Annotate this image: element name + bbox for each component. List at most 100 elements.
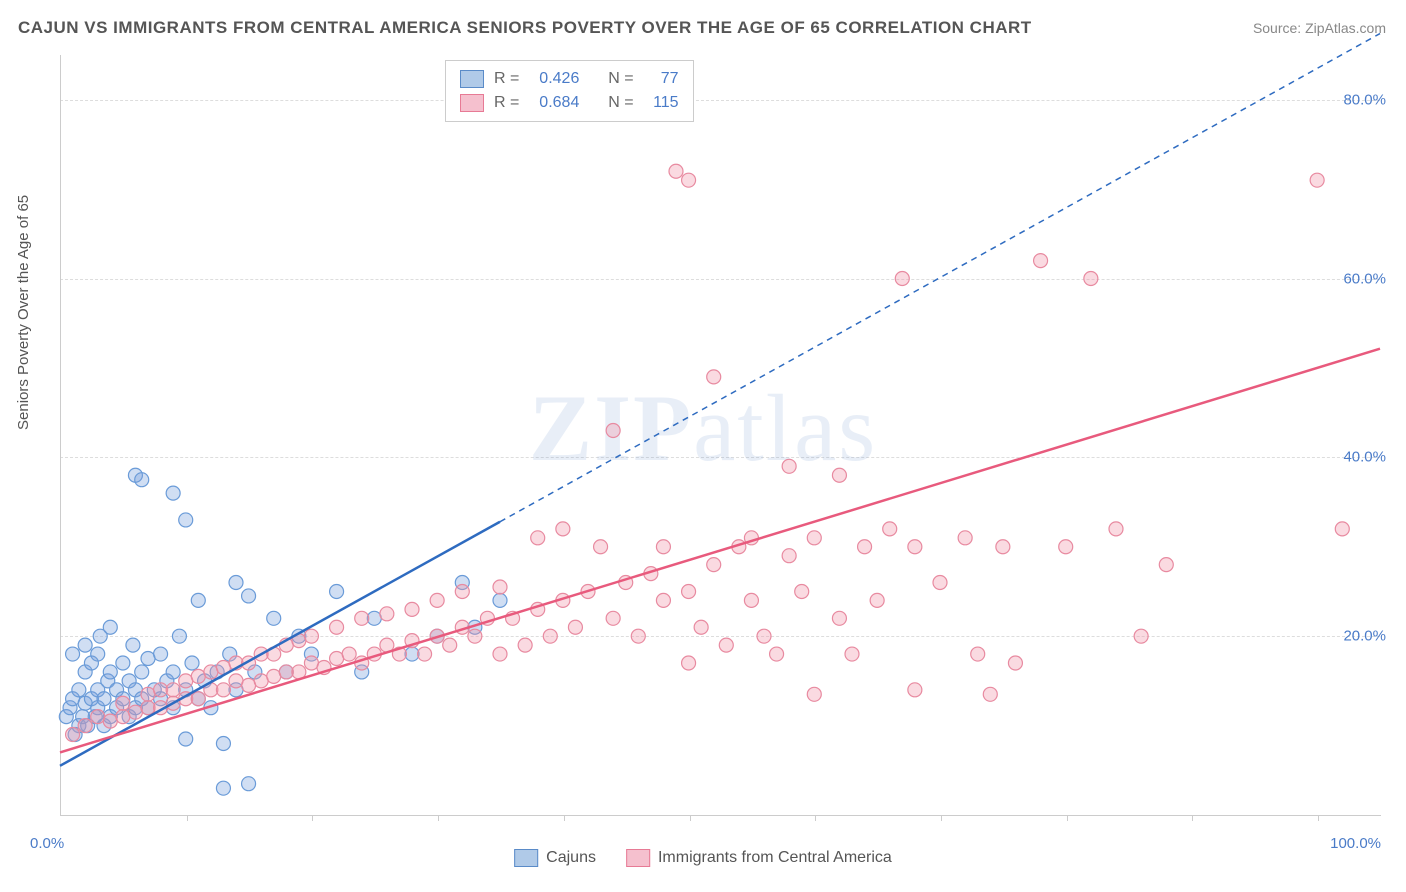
x-tick bbox=[1067, 815, 1068, 821]
data-point bbox=[795, 584, 809, 598]
data-point bbox=[103, 714, 117, 728]
data-point bbox=[126, 638, 140, 652]
data-point bbox=[606, 424, 620, 438]
legend-label: Cajuns bbox=[546, 849, 596, 867]
data-point bbox=[908, 683, 922, 697]
data-point bbox=[757, 629, 771, 643]
data-point bbox=[242, 678, 256, 692]
data-point bbox=[330, 584, 344, 598]
data-point bbox=[568, 620, 582, 634]
data-point bbox=[870, 593, 884, 607]
data-point bbox=[832, 468, 846, 482]
data-point bbox=[342, 647, 356, 661]
data-point bbox=[135, 473, 149, 487]
data-point bbox=[179, 732, 193, 746]
data-point bbox=[493, 593, 507, 607]
source-attribution: Source: ZipAtlas.com bbox=[1253, 20, 1386, 36]
data-point bbox=[543, 629, 557, 643]
data-point bbox=[355, 611, 369, 625]
data-point bbox=[531, 531, 545, 545]
data-point bbox=[229, 674, 243, 688]
data-point bbox=[518, 638, 532, 652]
data-point bbox=[267, 669, 281, 683]
chart-title: CAJUN VS IMMIGRANTS FROM CENTRAL AMERICA… bbox=[18, 18, 1032, 38]
data-point bbox=[229, 576, 243, 590]
data-point bbox=[707, 558, 721, 572]
x-tick bbox=[941, 815, 942, 821]
data-point bbox=[116, 656, 130, 670]
data-point bbox=[367, 611, 381, 625]
data-point bbox=[996, 540, 1010, 554]
data-point bbox=[1310, 173, 1324, 187]
data-point bbox=[191, 669, 205, 683]
data-point bbox=[418, 647, 432, 661]
data-point bbox=[631, 629, 645, 643]
data-point bbox=[656, 593, 670, 607]
data-point bbox=[908, 540, 922, 554]
data-point bbox=[694, 620, 708, 634]
data-point bbox=[166, 683, 180, 697]
data-point bbox=[330, 652, 344, 666]
legend-swatch bbox=[460, 70, 484, 88]
n-label: N = bbox=[608, 91, 633, 115]
data-point bbox=[166, 486, 180, 500]
data-point bbox=[1109, 522, 1123, 536]
data-point bbox=[669, 164, 683, 178]
data-point bbox=[179, 513, 193, 527]
data-point bbox=[267, 611, 281, 625]
data-point bbox=[72, 683, 86, 697]
data-point bbox=[468, 629, 482, 643]
data-point bbox=[380, 607, 394, 621]
data-point bbox=[135, 665, 149, 679]
r-label: R = bbox=[494, 91, 519, 115]
data-point bbox=[983, 687, 997, 701]
data-point bbox=[782, 549, 796, 563]
data-point bbox=[594, 540, 608, 554]
data-point bbox=[493, 580, 507, 594]
scatter-plot-svg bbox=[60, 55, 1380, 815]
data-point bbox=[493, 647, 507, 661]
data-point bbox=[128, 705, 142, 719]
data-point bbox=[430, 593, 444, 607]
data-point bbox=[455, 584, 469, 598]
data-point bbox=[1134, 629, 1148, 643]
data-point bbox=[304, 656, 318, 670]
data-point bbox=[1335, 522, 1349, 536]
series-legend: CajunsImmigrants from Central America bbox=[514, 849, 892, 867]
n-value: 115 bbox=[644, 91, 679, 115]
trend-line bbox=[60, 349, 1380, 753]
x-tick bbox=[564, 815, 565, 821]
data-point bbox=[770, 647, 784, 661]
r-value: 0.684 bbox=[529, 91, 579, 115]
x-tick bbox=[187, 815, 188, 821]
data-point bbox=[845, 647, 859, 661]
x-axis-max-label: 100.0% bbox=[1330, 835, 1381, 852]
data-point bbox=[78, 719, 92, 733]
data-point bbox=[405, 647, 419, 661]
data-point bbox=[254, 674, 268, 688]
legend-swatch bbox=[514, 849, 538, 867]
data-point bbox=[91, 647, 105, 661]
data-point bbox=[216, 683, 230, 697]
data-point bbox=[682, 656, 696, 670]
data-point bbox=[304, 629, 318, 643]
data-point bbox=[116, 696, 130, 710]
legend-swatch bbox=[460, 94, 484, 112]
r-value: 0.426 bbox=[529, 67, 579, 91]
data-point bbox=[443, 638, 457, 652]
data-point bbox=[1084, 272, 1098, 286]
data-point bbox=[606, 611, 620, 625]
correlation-legend-row: R = 0.684 N = 115 bbox=[460, 91, 679, 115]
data-point bbox=[191, 692, 205, 706]
correlation-legend-box: R =0.426 N =77R =0.684 N =115 bbox=[445, 60, 694, 122]
data-point bbox=[1034, 254, 1048, 268]
data-point bbox=[858, 540, 872, 554]
data-point bbox=[204, 665, 218, 679]
data-point bbox=[883, 522, 897, 536]
data-point bbox=[958, 531, 972, 545]
x-tick bbox=[438, 815, 439, 821]
legend-swatch bbox=[626, 849, 650, 867]
data-point bbox=[971, 647, 985, 661]
x-tick bbox=[1192, 815, 1193, 821]
data-point bbox=[179, 674, 193, 688]
